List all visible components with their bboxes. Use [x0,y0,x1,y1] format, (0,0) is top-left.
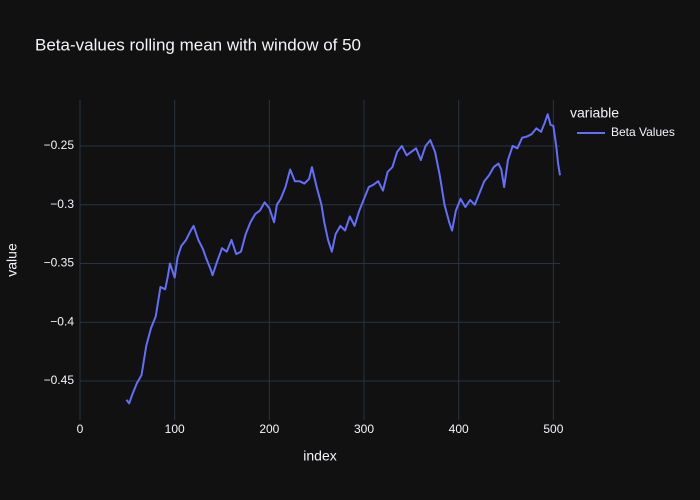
x-axis-title: index [303,448,336,464]
y-tick-label: −0.3 [50,197,74,211]
chart-title: Beta-values rolling mean with window of … [35,35,361,54]
x-tick-label: 100 [165,422,185,436]
x-tick-label: 200 [259,422,279,436]
y-tick-label: −0.4 [50,314,74,328]
legend-title: variable [570,105,619,121]
y-tick-label: −0.35 [44,256,75,270]
x-tick-label: 500 [543,422,563,436]
x-tick-label: 0 [77,422,84,436]
y-tick-label: −0.45 [44,373,75,387]
x-tick-label: 400 [449,422,469,436]
x-tick-label: 300 [354,422,374,436]
line-series [125,113,561,405]
y-axis-title: value [4,243,20,277]
y-tick-label: −0.25 [44,138,75,152]
legend-label: Beta Values [611,125,675,139]
